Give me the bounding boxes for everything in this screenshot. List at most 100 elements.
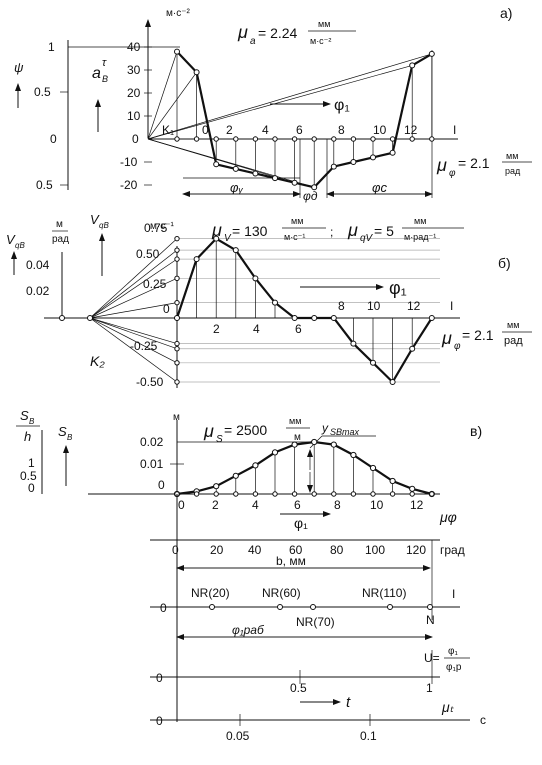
b-point	[428, 315, 435, 321]
b-xtick: 8	[338, 299, 345, 313]
b-point	[291, 315, 298, 321]
c-left-tick: 0.5	[20, 469, 37, 483]
b-point	[193, 256, 200, 263]
c-xtick: 0	[178, 498, 185, 512]
a-point	[232, 165, 239, 172]
sb-left-subscript: B	[29, 417, 35, 426]
vb-left-unit-num: м	[56, 219, 63, 230]
b-ytick: 0.75	[144, 221, 168, 235]
c-axis-point	[272, 491, 278, 497]
c-axis-point	[291, 491, 298, 497]
b-pole-point	[59, 315, 65, 321]
b-mu-phi-den: рад	[504, 335, 523, 347]
sb-symbol: S	[58, 424, 67, 439]
mu-s-subscript: S	[216, 434, 223, 445]
b-point	[311, 315, 318, 321]
t-tick: 0.05	[226, 729, 250, 743]
panel-c: в) м μ S = 2500 мм м S B h S B 1 0.5 0 0…	[16, 408, 482, 531]
b-left-tick: 0.04	[26, 258, 50, 272]
b-mu-phi-num: мм	[507, 320, 519, 330]
c-ytick: 0.01	[140, 457, 164, 471]
c-point	[369, 464, 377, 472]
panel-b: б) м·с⁻¹ μ V = 130 мм м·с⁻¹ ; μ qV = 5 м…	[6, 212, 532, 389]
c-point	[271, 449, 279, 456]
mu-s-den: м	[294, 432, 301, 443]
sb-left-symbol: S	[20, 408, 29, 423]
c-axis-point	[429, 491, 435, 497]
panel-a-unit: м·с⁻²	[166, 8, 190, 19]
b-point	[232, 247, 239, 254]
b-point	[252, 275, 259, 282]
b-x-ticks: 2 4 6 8 10 12 I	[213, 299, 453, 336]
grad-tick: 0	[172, 543, 179, 557]
a-axis-point	[233, 136, 239, 142]
b-xtick: 6	[295, 322, 302, 336]
grad-tick: 80	[330, 543, 344, 557]
a-ray	[147, 51, 178, 140]
zero-label: 0	[156, 714, 163, 728]
nr-label: NR(110)	[362, 586, 406, 600]
c-point	[350, 451, 357, 459]
b-axis-point	[174, 235, 180, 242]
b-ray	[89, 278, 178, 319]
b-point	[330, 315, 337, 321]
panel-b-label: б)	[498, 255, 511, 271]
c-point	[311, 438, 318, 446]
smax-symbol: y	[321, 421, 329, 435]
c-xtick: 2	[212, 498, 219, 512]
mu-v-subscript: V	[224, 233, 232, 244]
sb-subscript: B	[67, 433, 73, 442]
a-point	[291, 179, 298, 186]
mu-v-num: мм	[291, 216, 303, 226]
acc-subscript: B	[102, 74, 108, 84]
b-xtick: 4	[253, 322, 260, 336]
a-ytick: -10	[120, 155, 138, 169]
a-left-tick: 1	[48, 40, 55, 54]
b-point	[389, 379, 396, 385]
c-xtick: 12	[410, 498, 424, 512]
b-point	[213, 235, 220, 242]
a-axis-point	[331, 136, 337, 142]
b-mu-phi-value: = 2.1	[462, 327, 494, 343]
smax-subscript: SBmax	[330, 427, 360, 437]
a-point	[311, 184, 318, 191]
vb-left-unit-den: рад	[52, 234, 69, 245]
mu-t-label: μₜ	[441, 699, 455, 715]
a-ytick: 20	[127, 86, 141, 100]
b-mm-label: b, мм	[276, 554, 306, 568]
a-ray	[147, 65, 413, 140]
b-ray	[89, 317, 178, 344]
a-ray	[147, 53, 432, 140]
c-xtick: 10	[370, 498, 384, 512]
acc-superscript: τ	[102, 57, 107, 69]
c-point	[409, 485, 416, 492]
b-axis-point	[174, 379, 180, 385]
a-point	[193, 69, 200, 76]
b-ray	[89, 317, 178, 364]
u-tick: 0.5	[290, 681, 307, 695]
b-xtick: I	[450, 299, 453, 313]
mu-a-symbol: μ	[237, 22, 248, 42]
a-point	[272, 175, 278, 182]
b-point	[370, 359, 376, 366]
c-axis-point	[193, 491, 200, 497]
panel-a: а) м·с⁻² μ a = 2.24 мм м·с⁻² 40 30 20 10…	[14, 5, 532, 203]
vb-left-subscript: qB	[15, 241, 25, 250]
a-ytick: 30	[127, 63, 141, 77]
a-axis-point	[213, 136, 219, 142]
mu-qv-symbol: μ	[347, 220, 358, 240]
b-axis-point	[174, 256, 180, 262]
acc-symbol: a	[92, 65, 101, 82]
mu-v-symbol: μ	[211, 220, 222, 240]
panel-c-label: в)	[470, 423, 482, 439]
a-x-ticks: 0 2 4 6 8 10 12 I	[202, 123, 456, 137]
scales: 0 20 40 60 80 100 120 град b, мм 0 NR(20…	[150, 494, 486, 743]
c-axis-point	[311, 491, 317, 497]
mu-qv-value: = 5	[374, 223, 394, 239]
mu-v-value: = 130	[232, 223, 268, 239]
a-left-tick: 0.5	[34, 85, 51, 99]
a-plot	[147, 48, 435, 191]
a-ytick: 10	[127, 109, 141, 123]
b-ray	[89, 302, 178, 319]
